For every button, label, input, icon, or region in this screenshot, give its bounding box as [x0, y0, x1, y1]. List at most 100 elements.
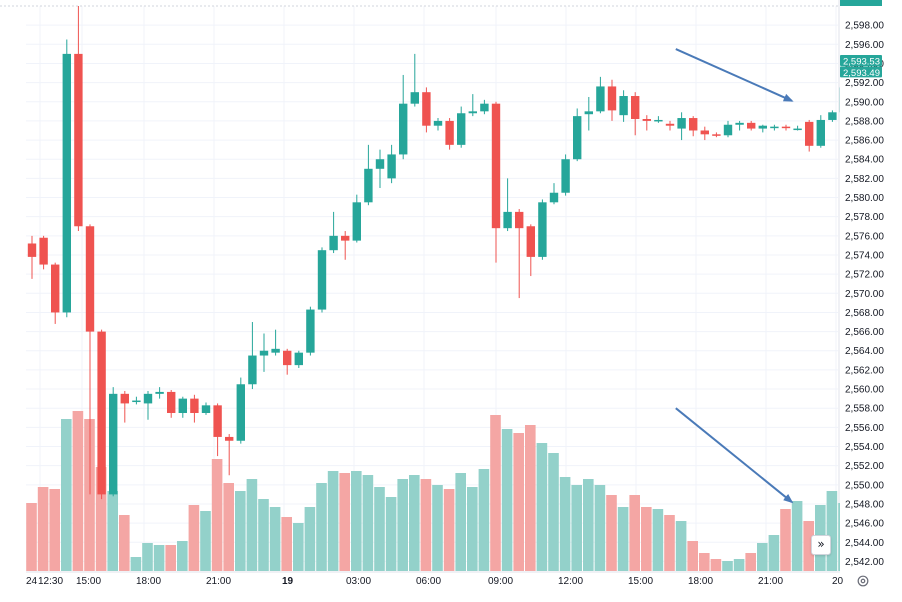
- candle-body: [225, 436, 234, 441]
- price-tick-label: 2,574.00: [845, 250, 884, 261]
- candle-body: [491, 103, 501, 229]
- candle-body: [51, 264, 60, 313]
- price-tick-label: 2,580.00: [845, 193, 884, 204]
- candle-body: [538, 202, 547, 257]
- volume-bar: [339, 473, 350, 571]
- volume-bar: [420, 479, 432, 571]
- price-tick-label: 2,598.00: [845, 21, 884, 32]
- price-tick-label: 2,588.00: [845, 116, 884, 127]
- volume-bar: [84, 419, 95, 571]
- scroll-to-realtime-button[interactable]: »: [811, 535, 831, 555]
- time-tick-label: 15:00: [628, 576, 653, 587]
- candle-body: [190, 398, 199, 413]
- price-axis[interactable]: 2,598.002,596.002,594.002,592.002,590.00…: [840, 0, 902, 590]
- time-tick-label: 18:00: [136, 576, 161, 587]
- price-tick-label: 2,556.00: [845, 423, 884, 434]
- candle-body: [584, 111, 593, 115]
- candle-body: [573, 116, 582, 160]
- candle-body: [723, 124, 733, 136]
- candle-body: [120, 393, 129, 404]
- volume-bar: [188, 505, 200, 571]
- candle-body: [259, 350, 269, 356]
- candle-body: [410, 92, 419, 104]
- candle-body: [375, 159, 385, 169]
- time-tick-label: 12:30: [38, 576, 63, 587]
- time-tick-label: 03:00: [346, 576, 371, 587]
- candlesticks: [27, 6, 883, 500]
- volume-bar: [293, 523, 304, 571]
- volume-bar: [107, 491, 118, 571]
- time-tick-label: 21:00: [206, 576, 231, 587]
- price-tick-label: 2,562.00: [845, 365, 884, 376]
- price-tick-label: 2,596.00: [845, 40, 884, 51]
- candle-body: [526, 226, 535, 257]
- time-axis[interactable]: 24 12:30 15:00 18:00 21:00 19 03:00 06:00 09:00 1…: [0, 573, 844, 592]
- candle-body: [677, 118, 686, 129]
- price-tick-label: 2,554.00: [845, 442, 884, 453]
- volume-bar: [246, 479, 258, 571]
- time-tick-label: 09:00: [488, 576, 513, 587]
- time-tick-label: 20: [832, 576, 844, 587]
- candle-body: [422, 92, 431, 126]
- volume-bar: [583, 479, 594, 571]
- candle-body: [515, 211, 524, 229]
- candle-body: [689, 118, 698, 131]
- volume-bar: [37, 487, 49, 571]
- candle-body: [735, 122, 744, 125]
- volume-bar: [629, 495, 640, 571]
- candle-body: [317, 250, 327, 310]
- price-tag: [840, 66, 882, 78]
- candle-body: [457, 113, 466, 145]
- time-tick-label: 24: [26, 576, 38, 587]
- candle-body: [306, 309, 315, 353]
- volume-bar: [675, 521, 687, 571]
- candle-body: [549, 192, 559, 203]
- time-tick-label: 19: [282, 576, 294, 587]
- candle-body: [27, 243, 37, 257]
- volume-bar: [791, 501, 803, 571]
- candle-body: [468, 111, 477, 114]
- gear-icon[interactable]: [856, 574, 870, 588]
- price-tick-label: 2,564.00: [845, 346, 884, 357]
- volume-bar: [757, 543, 768, 571]
- candle-body: [387, 154, 396, 179]
- volume-bar: [362, 475, 374, 571]
- volume-bar: [780, 509, 791, 571]
- price-tick-label: 2,568.00: [845, 308, 884, 319]
- candle-body: [781, 126, 791, 129]
- candle-body: [433, 120, 443, 126]
- candle-body: [503, 211, 512, 229]
- price-tick-label: 2,590.00: [845, 97, 884, 108]
- price-axis-bg: [840, 0, 902, 590]
- price-tag: [840, 54, 882, 66]
- price-tick-label: 2,582.00: [845, 174, 884, 185]
- candle-body: [712, 134, 721, 136]
- candle-body: [758, 125, 767, 129]
- candle-body: [143, 393, 153, 404]
- volume-bar: [281, 517, 292, 571]
- volume-bar: [235, 491, 246, 571]
- volume-bar: [803, 521, 814, 571]
- volume-bar: [119, 515, 130, 571]
- volume-bar: [304, 507, 316, 571]
- time-axis-bg: [0, 573, 840, 592]
- volume-bar: [606, 495, 617, 571]
- top-price-tag: [840, 0, 882, 6]
- candle-body: [631, 96, 640, 119]
- price-tick-label: 2,572.00: [845, 270, 884, 281]
- volume-bar: [397, 479, 408, 571]
- volume-bar: [501, 429, 513, 571]
- candle-body: [700, 130, 709, 135]
- candle-body: [352, 202, 361, 241]
- candle-body: [62, 53, 71, 313]
- volume-bar: [177, 541, 188, 571]
- trend-arrow: [675, 407, 794, 504]
- price-tick-label: 2,566.00: [845, 327, 884, 338]
- volume-bar: [664, 515, 675, 571]
- price-tick-label: 2,592.00: [845, 78, 884, 89]
- candle-body: [480, 103, 489, 112]
- time-tick-label: 15:00: [76, 576, 101, 587]
- candle-body: [805, 121, 814, 146]
